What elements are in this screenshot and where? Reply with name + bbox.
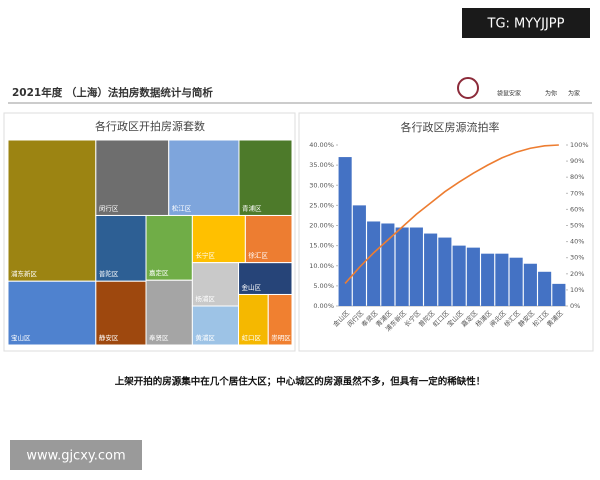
bar <box>552 283 566 306</box>
cell-label: 金山区 <box>242 282 262 291</box>
bar <box>409 227 423 306</box>
slogan: 为你 <box>545 90 557 98</box>
cell-label: 宝山区 <box>11 333 31 342</box>
y2-tick-label: 100% <box>570 141 589 149</box>
bar <box>352 205 366 306</box>
pareto-line <box>344 144 559 284</box>
treemap-cell <box>244 214 293 264</box>
y2-tick-label: 70% <box>570 189 584 197</box>
treemap-cell <box>238 139 293 216</box>
y-tick-label: 25.00% <box>309 201 334 209</box>
y-tick-label: 40.00% <box>309 141 334 149</box>
cell-label: 静安区 <box>99 333 119 342</box>
y-tick-label: 20.00% <box>309 222 334 230</box>
panel <box>298 112 594 352</box>
cell-label: 青浦区 <box>242 203 262 212</box>
treemap-cell <box>191 305 240 346</box>
y2-tick-label: 0% <box>570 302 580 310</box>
treemap-cell <box>145 279 193 346</box>
bar <box>495 253 509 306</box>
treemap-cell <box>145 214 193 281</box>
cell-label: 嘉定区 <box>149 268 169 277</box>
y-tick-label: 10.00% <box>309 262 334 270</box>
y2-tick-label: 80% <box>570 173 584 181</box>
cell-label: 奉贤区 <box>149 333 169 342</box>
cell-label: 虹口区 <box>242 333 262 342</box>
cell-label: 黄浦区 <box>195 333 215 342</box>
slogan: 为家 <box>568 90 580 98</box>
y2-tick-label: 40% <box>570 238 584 246</box>
bar <box>395 227 409 306</box>
y-tick-label: 35.00% <box>309 161 334 169</box>
logo <box>457 77 479 99</box>
treemap-cell <box>238 293 269 346</box>
y2-tick-label: 90% <box>570 157 584 165</box>
cell-label: 杨浦区 <box>195 294 215 303</box>
treemap-cell <box>7 280 97 346</box>
watermark-text: www.gjcxy.com <box>26 449 125 464</box>
y2-tick-label: 20% <box>570 270 584 278</box>
y-tick-label: 0.00% <box>313 302 334 310</box>
y2-tick-label: 50% <box>570 222 584 230</box>
y-tick-label: 5.00% <box>313 282 334 290</box>
bar <box>452 245 466 306</box>
cell-label: 普陀区 <box>99 269 119 278</box>
caption: 上架开拍的房源集中在几个居住大区；中心城区的房源虽然不多，但具有一定的稀缺性！ <box>115 376 486 388</box>
bar <box>381 223 395 306</box>
watermark-box <box>10 440 142 470</box>
bar <box>338 157 352 306</box>
bar <box>466 247 480 306</box>
header-title: 2021年度 （上海）法拍房数据统计与简析 <box>12 86 213 99</box>
y2-tick-label: 60% <box>570 205 584 213</box>
treemap-cell <box>191 214 246 264</box>
cell-label: 长宁区 <box>195 251 215 260</box>
watermark-box <box>462 8 590 38</box>
treemap-cell <box>267 293 293 346</box>
y-tick-label: 30.00% <box>309 181 334 189</box>
bar <box>481 253 495 306</box>
cell-label: 崇明区 <box>271 334 291 342</box>
bar <box>367 221 381 306</box>
y2-tick-label: 10% <box>570 286 584 294</box>
cell-label: 闵行区 <box>99 203 119 212</box>
watermark-text: TG: MYYJJPP <box>487 17 565 32</box>
bar <box>509 257 523 306</box>
cell-label: 松江区 <box>172 203 192 212</box>
chart-title: 各行政区开拍房源套数 <box>95 119 205 133</box>
y-tick-label: 15.00% <box>309 242 334 250</box>
y2-tick-label: 30% <box>570 254 584 262</box>
bar <box>538 271 552 306</box>
cell-label: 浦东新区 <box>11 269 38 278</box>
panel <box>3 112 296 352</box>
treemap-cell <box>238 262 293 295</box>
x-tick-label: 黄浦区 <box>545 308 566 329</box>
bar <box>523 263 537 306</box>
brand: 袋鼠安家 <box>497 90 521 98</box>
bar <box>424 233 438 306</box>
treemap-cell <box>191 262 240 307</box>
chart-title: 各行政区房源流拍率 <box>401 120 500 134</box>
bar <box>438 237 452 306</box>
cell-label: 徐汇区 <box>248 251 268 260</box>
treemap-cell <box>7 139 97 282</box>
